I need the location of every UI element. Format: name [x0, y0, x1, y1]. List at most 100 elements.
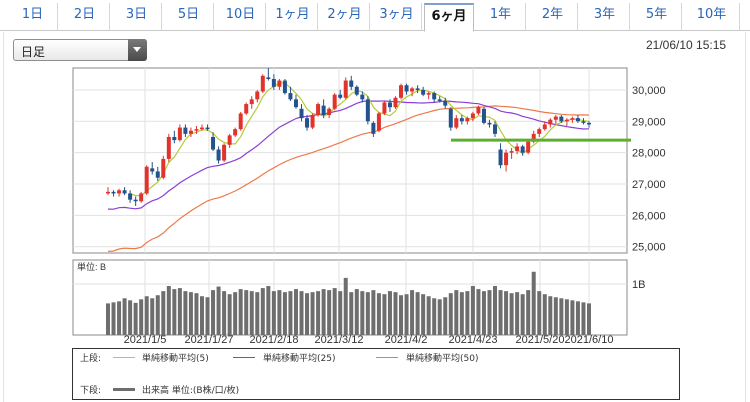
candle-body — [515, 146, 520, 152]
price-tick-label: 29,000 — [632, 116, 666, 128]
candle-body — [155, 171, 160, 178]
candle-body — [542, 124, 547, 130]
candle-body — [111, 191, 116, 194]
volume-bar — [338, 291, 343, 335]
candle-body — [476, 107, 481, 114]
volume-bar — [166, 286, 171, 335]
volume-bar — [255, 292, 260, 335]
legend-lower-label: 下段: — [80, 386, 102, 396]
volume-bar — [553, 297, 558, 335]
candle-body — [349, 80, 354, 87]
candle-body — [498, 149, 503, 166]
volume-bar — [216, 286, 221, 335]
candle-body — [387, 102, 392, 108]
candle-body — [305, 118, 310, 128]
x-tick-label: 2021/5/20 — [516, 334, 565, 346]
legend-ma50: 単純移動平均(50) — [406, 354, 479, 364]
candle-body — [426, 93, 431, 95]
candle-body — [249, 99, 254, 105]
x-tick-label: 2021/3/12 — [315, 334, 364, 346]
tab-11[interactable]: 3年 — [580, 3, 630, 31]
volume-bar — [459, 292, 464, 335]
candle-body — [399, 85, 404, 98]
volume-bar — [587, 303, 591, 335]
volume-bar — [399, 295, 404, 335]
volume-bar — [487, 290, 492, 335]
candle-body — [271, 78, 276, 87]
candle-body — [531, 133, 536, 142]
volume-unit-label: 単位: B — [77, 261, 106, 272]
volume-bar — [183, 291, 188, 335]
volume-bar — [188, 292, 193, 335]
volume-bar — [443, 297, 448, 335]
candle-body — [293, 99, 298, 108]
price-tick-label: 30,000 — [632, 85, 666, 97]
volume-bar — [581, 302, 586, 335]
volume-bar — [305, 293, 310, 335]
candle-body — [421, 89, 426, 95]
volume-bar — [332, 288, 337, 335]
period-tab-bar: 1日 2日 3日 5日 10日 1ヶ月 2ヶ月 3ヶ月 6ヶ月 1年 2年 3年 5年 10年 — [0, 0, 750, 32]
candle-body — [321, 105, 326, 116]
volume-bar — [249, 291, 254, 335]
candle-body — [244, 104, 249, 114]
volume-bar — [382, 294, 387, 335]
volume-bar — [199, 296, 204, 335]
volume-swatch — [113, 388, 135, 391]
volume-bar — [133, 302, 138, 335]
volume-bar — [349, 292, 354, 335]
volume-bar — [432, 298, 437, 335]
x-tick-label: 2021/1/27 — [185, 334, 234, 346]
volume-bar — [161, 291, 166, 335]
candle-body — [277, 80, 282, 87]
price-tick-label: 27,000 — [632, 179, 666, 191]
tab-1[interactable]: 2日 — [60, 3, 110, 31]
tab-8[interactable]: 6ヶ月 — [424, 3, 474, 32]
candle-body — [150, 168, 155, 172]
timestamp: 21/06/10 15:15 — [646, 38, 727, 52]
volume-bar — [288, 291, 293, 335]
volume-bar — [211, 290, 216, 335]
candle-body — [122, 190, 127, 194]
volume-bar — [310, 292, 315, 335]
tab-12[interactable]: 5年 — [632, 3, 682, 31]
volume-bar — [498, 290, 503, 335]
tab-3[interactable]: 5日 — [164, 3, 214, 31]
volume-bar — [448, 293, 453, 335]
candle-body — [564, 119, 569, 122]
tab-0[interactable]: 1日 — [8, 3, 58, 31]
tab-9[interactable]: 1年 — [476, 3, 526, 31]
candle-type-select[interactable]: 日足 — [13, 39, 147, 61]
candle-body — [548, 119, 553, 125]
legend-ma25: 単純移動平均(25) — [263, 354, 336, 364]
ma25-swatch — [233, 357, 255, 358]
volume-bar — [277, 290, 282, 335]
volume-bar — [575, 301, 580, 335]
candle-body — [454, 118, 459, 128]
candle-body — [465, 118, 470, 122]
volume-bar — [316, 291, 321, 335]
candle-body — [288, 93, 293, 100]
tab-4[interactable]: 10日 — [216, 3, 266, 31]
tab-7[interactable]: 3ヶ月 — [372, 3, 422, 31]
tab-10[interactable]: 2年 — [528, 3, 578, 31]
legend-ma5: 単純移動平均(5) — [142, 354, 209, 364]
volume-bar — [421, 294, 426, 335]
candle-body — [255, 91, 260, 100]
volume-bar — [266, 286, 271, 335]
tab-5[interactable]: 1ヶ月 — [268, 3, 318, 31]
tab-2[interactable]: 3日 — [112, 3, 162, 31]
tab-6[interactable]: 2ヶ月 — [320, 3, 370, 31]
tab-13[interactable]: 10年 — [684, 3, 740, 31]
ma50-swatch — [376, 357, 398, 358]
volume-bar — [415, 292, 420, 335]
legend-volume: 出来高 単位:(B株/口/枚) — [142, 386, 240, 396]
volume-bar — [360, 291, 365, 335]
volume-bar — [244, 290, 249, 335]
candle-body — [338, 94, 343, 98]
volume-bar — [260, 288, 265, 335]
volume-tick-label: 1B — [632, 279, 645, 291]
candle-body — [266, 77, 271, 79]
chevron-down-icon[interactable] — [128, 39, 147, 61]
candle-body — [575, 118, 580, 122]
